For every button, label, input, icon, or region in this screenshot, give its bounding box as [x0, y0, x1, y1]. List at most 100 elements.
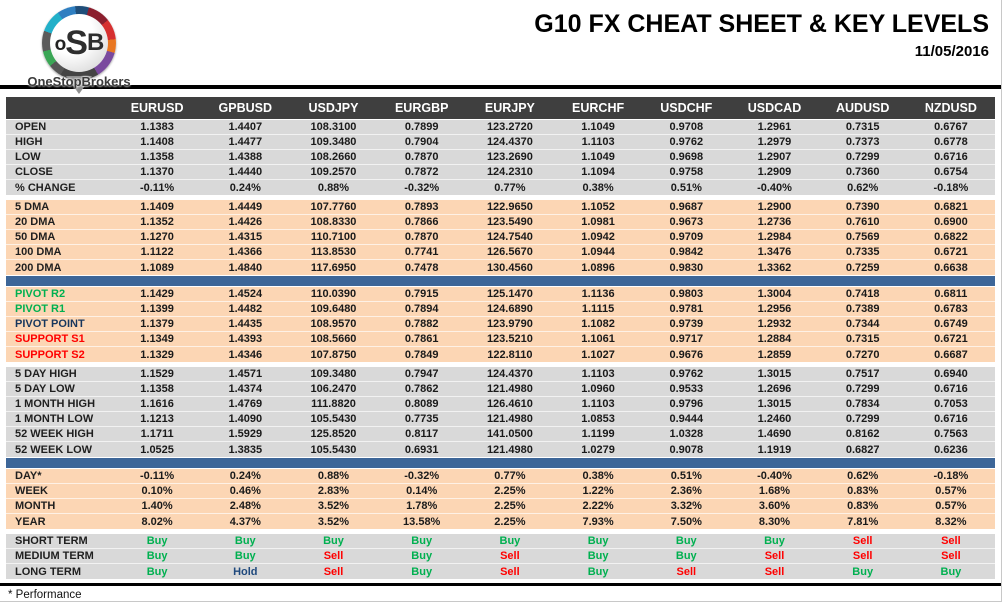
- column-header-usdjpy: USDJPY: [308, 101, 359, 115]
- cell-open-eurusd: 1.1383: [140, 121, 174, 133]
- cell-1-month-high-usdchf: 0.9796: [669, 398, 704, 410]
- cell-month-usdcad: 3.60%: [758, 500, 791, 512]
- cell-year-eurusd: 8.02%: [141, 515, 173, 528]
- cell-short-term-usdcad: Buy: [764, 535, 785, 547]
- row-label-pivot-point: PIVOT POINT: [15, 318, 85, 330]
- table-row-support-s1: SUPPORT S1 1.1349 1.4393 108.5660 0.7861 123.…: [6, 332, 995, 347]
- cell-100-dma-audusd: 0.7335: [845, 246, 880, 258]
- fx-table: EURUSD GPBUSD USDJPY EURGBP EURJPY EURCHF USDC…: [6, 97, 995, 579]
- cell-week-eurchf: 1.22%: [582, 485, 614, 497]
- cell-52-week-high-eurgbp: 0.8117: [405, 428, 439, 440]
- cell-change-eurchf: 0.38%: [582, 181, 614, 194]
- cell-pivot-r2-nzdusd: 0.6811: [934, 288, 968, 300]
- cell-pivot-point-eurgbp: 0.7882: [404, 318, 439, 330]
- cell-year-usdcad: 8.30%: [758, 515, 791, 528]
- cell-high-audusd: 0.7373: [845, 136, 880, 148]
- cell-long-term-audusd: Buy: [852, 565, 874, 578]
- table-row-pivot-r1: PIVOT R1 1.1399 1.4482 109.6480 0.7894 124.68…: [6, 302, 995, 317]
- cell-pivot-r1-eurgbp: 0.7894: [404, 303, 439, 315]
- cell-pivot-r2-usdjpy: 110.0390: [310, 288, 357, 300]
- cell-pivot-r2-eurchf: 1.1136: [581, 288, 615, 300]
- row-label-5-day-low: 5 DAY LOW: [15, 383, 75, 395]
- cell-pivot-r1-eurjpy: 124.6890: [486, 303, 533, 315]
- cell-open-eurgbp: 0.7899: [404, 121, 439, 133]
- cell-pivot-r1-audusd: 0.7389: [845, 303, 880, 315]
- column-header-eurgbp: EURGBP: [394, 101, 449, 115]
- cell-support-s1-eurchf: 1.1061: [581, 333, 615, 345]
- cell-support-s2-eurjpy: 122.8110: [487, 348, 533, 361]
- table-row-support-s2: SUPPORT S2 1.1329 1.4346 107.8750 0.7849 122.…: [6, 347, 995, 362]
- cell-day-eurusd: -0.11%: [139, 470, 175, 482]
- cell-year-usdchf: 7.50%: [670, 515, 702, 528]
- table-row-20-dma: 20 DMA 1.1352 1.4426 108.8330 0.7866 123.5490…: [6, 215, 995, 230]
- cell-short-term-eurusd: Buy: [146, 535, 168, 547]
- cell-20-dma-usdcad: 1.2736: [757, 216, 792, 228]
- cell-5-dma-eurusd: 1.1409: [140, 201, 174, 213]
- cell-day-eurjpy: 0.77%: [494, 470, 526, 482]
- table-row-change: % CHANGE -0.11% 0.24% 0.88% -0.32% 0.77% 0.38%…: [6, 180, 995, 195]
- cell-5-day-low-audusd: 0.7299: [845, 383, 880, 395]
- cell-year-eurjpy: 2.25%: [494, 515, 526, 528]
- table-row-month: MONTH 1.40% 2.48% 3.52% 1.78% 2.25% 2.22% 3.32%…: [6, 499, 995, 514]
- cell-support-s2-usdcad: 1.2859: [757, 348, 792, 361]
- cell-low-usdjpy: 108.2660: [310, 151, 357, 163]
- title-block: G10 FX CHEAT SHEET & KEY LEVELS 11/05/20…: [144, 4, 991, 60]
- cell-5-day-low-gpbusd: 1.4374: [228, 383, 263, 395]
- cell-change-gpbusd: 0.24%: [229, 181, 261, 194]
- row-label-year: YEAR: [15, 515, 46, 528]
- cell-52-week-low-gpbusd: 1.3835: [228, 443, 263, 456]
- cell-52-week-high-gpbusd: 1.5929: [228, 428, 263, 440]
- cell-20-dma-gpbusd: 1.4426: [228, 216, 263, 228]
- section-pivots: PIVOT R2 1.1429 1.4524 110.0390 0.7915 125.14…: [6, 287, 995, 362]
- row-label-50-dma: 50 DMA: [15, 231, 56, 243]
- table-row-50-dma: 50 DMA 1.1270 1.4315 110.7100 0.7870 124.7540…: [6, 230, 995, 245]
- column-header-gpbusd: GPBUSD: [218, 101, 273, 115]
- cell-5-day-high-audusd: 0.7517: [845, 368, 880, 380]
- cell-1-month-low-gpbusd: 1.4090: [228, 413, 263, 425]
- cell-high-usdjpy: 109.3480: [310, 136, 357, 148]
- cell-week-usdchf: 2.36%: [670, 485, 702, 497]
- cell-50-dma-audusd: 0.7569: [845, 231, 880, 243]
- row-label-pivot-r1: PIVOT R1: [15, 303, 66, 315]
- cell-200-dma-gpbusd: 1.4840: [228, 261, 263, 274]
- cell-200-dma-nzdusd: 0.6638: [934, 261, 968, 274]
- table-row-100-dma: 100 DMA 1.1122 1.4366 113.8530 0.7741 126.567…: [6, 245, 995, 260]
- cell-200-dma-eurgbp: 0.7478: [404, 261, 439, 274]
- page-title: G10 FX CHEAT SHEET & KEY LEVELS: [534, 10, 989, 38]
- cell-month-eurjpy: 2.25%: [494, 500, 526, 512]
- table-row-1-month-low: 1 MONTH LOW 1.1213 1.4090 105.5430 0.7735 121…: [6, 412, 995, 427]
- cell-100-dma-usdjpy: 113.8530: [310, 246, 357, 258]
- cell-100-dma-eurjpy: 126.5670: [486, 246, 533, 258]
- cell-week-usdjpy: 2.83%: [317, 485, 350, 497]
- cell-long-term-usdchf: Sell: [676, 565, 697, 578]
- cell-200-dma-usdjpy: 117.6950: [310, 261, 357, 274]
- section-ohlc: OPEN 1.1383 1.4407 108.3100 0.7899 123.2720 1.…: [6, 120, 995, 195]
- cell-50-dma-gpbusd: 1.4315: [228, 231, 263, 243]
- cell-support-s2-usdchf: 0.9676: [669, 348, 704, 361]
- cell-medium-term-usdcad: Sell: [764, 550, 785, 562]
- cell-100-dma-gpbusd: 1.4366: [228, 246, 263, 258]
- cell-support-s1-usdjpy: 108.5660: [310, 333, 357, 345]
- table-row-200-dma: 200 DMA 1.1089 1.4840 117.6950 0.7478 130.456…: [6, 260, 995, 275]
- cell-5-day-high-nzdusd: 0.6940: [934, 368, 968, 380]
- cell-1-month-high-nzdusd: 0.7053: [934, 398, 968, 410]
- cell-pivot-r1-usdjpy: 109.6480: [310, 303, 357, 315]
- cell-open-nzdusd: 0.6767: [934, 121, 968, 133]
- table-row-high: HIGH 1.1408 1.4477 109.3480 0.7904 124.4370 1.…: [6, 135, 995, 150]
- cell-5-day-high-usdchf: 0.9762: [669, 368, 704, 380]
- cell-short-term-eurchf: Buy: [587, 535, 609, 547]
- cell-52-week-high-usdcad: 1.4690: [757, 428, 792, 440]
- cell-20-dma-audusd: 0.7610: [845, 216, 880, 228]
- cell-long-term-eurchf: Buy: [587, 565, 609, 578]
- cell-support-s1-audusd: 0.7315: [845, 333, 880, 345]
- cell-pivot-r1-usdcad: 1.2956: [757, 303, 792, 315]
- table-row-day: DAY* -0.11% 0.24% 0.88% -0.32% 0.77% 0.38% 0.51…: [6, 469, 995, 484]
- section-signals: SHORT TERM Buy Buy Buy Buy Buy Buy Buy Buy Sell Se…: [6, 534, 995, 579]
- table-row-pivot-point: PIVOT POINT 1.1379 1.4435 108.9570 0.7882 123…: [6, 317, 995, 332]
- cell-1-month-low-eurgbp: 0.7735: [404, 413, 439, 425]
- logo-pin-tip-icon: [66, 76, 92, 94]
- row-label-20-dma: 20 DMA: [15, 216, 56, 228]
